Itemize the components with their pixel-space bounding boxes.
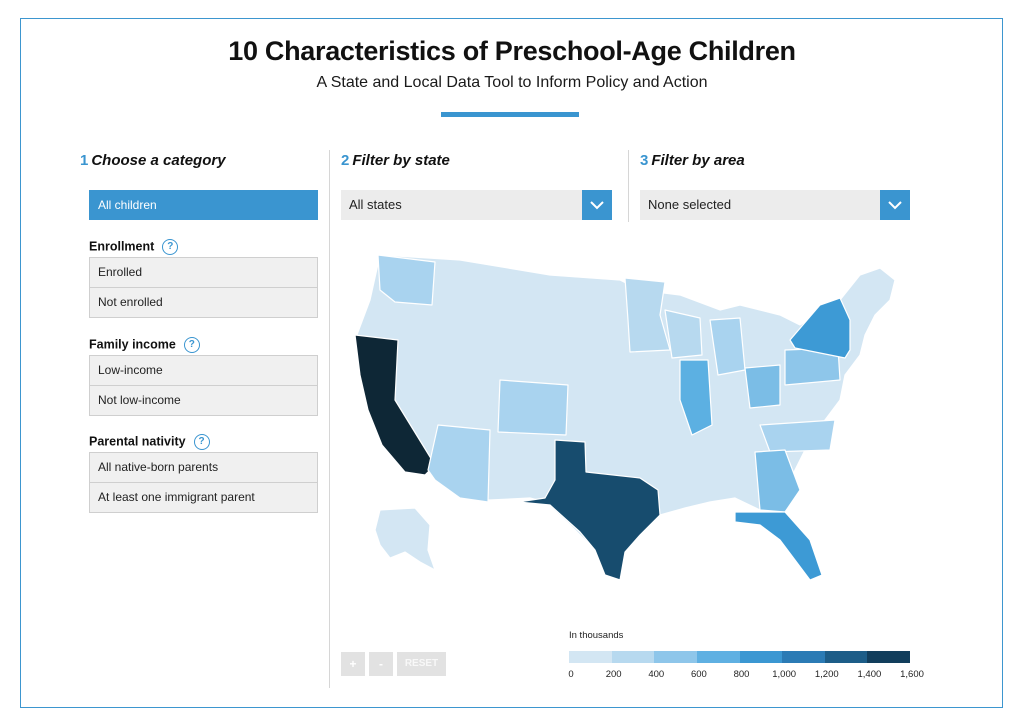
legend-tick-label: 1,600 (900, 669, 924, 680)
category-option-immigrant-parent[interactable]: At least one immigrant parent (90, 482, 317, 512)
step-number: 2 (341, 152, 350, 169)
legend-title: In thousands (569, 630, 624, 641)
step-label: Choose a category (91, 152, 226, 169)
step-filter-area: 3 Filter by area (640, 152, 745, 169)
state-select[interactable]: All states (341, 190, 612, 220)
ohio (744, 364, 781, 409)
legend-tick-label: 200 (605, 669, 622, 680)
texas (517, 439, 661, 581)
legend-tick-label: 1,200 (814, 669, 839, 680)
step-label: Filter by state (352, 152, 450, 169)
category-all-children[interactable]: All children (89, 190, 318, 220)
step-number: 1 (80, 152, 89, 169)
state-select-value: All states (349, 197, 402, 212)
area-select[interactable]: None selected (640, 190, 910, 220)
page-title: 10 Characteristics of Preschool-Age Chil… (228, 36, 796, 66)
legend-tick-label: 400 (648, 669, 665, 680)
column-divider (628, 150, 629, 222)
legend-tick-label: 1,400 (857, 669, 882, 680)
column-divider (329, 150, 330, 688)
parental-nativity-options: All native-born parents At least one imm… (89, 452, 318, 513)
family-income-heading: Family income? (89, 337, 200, 353)
legend-swatch (696, 651, 740, 663)
help-icon[interactable]: ? (193, 434, 210, 450)
group-label: Enrollment (89, 239, 155, 254)
step-number: 3 (640, 152, 649, 169)
minnesota (624, 277, 671, 353)
legend-swatch (824, 651, 868, 663)
reset-button[interactable]: RESET (397, 652, 446, 676)
legend-swatch (569, 651, 612, 663)
category-option-native-born[interactable]: All native-born parents (98, 460, 219, 474)
help-icon[interactable]: ? (162, 239, 179, 255)
washington (377, 254, 436, 306)
category-option-low-income[interactable]: Low-income (98, 363, 163, 377)
california (354, 334, 436, 476)
alaska (374, 507, 436, 571)
arizona (427, 424, 491, 503)
area-select-value: None selected (648, 197, 732, 212)
legend-tick-label: 600 (690, 669, 707, 680)
legend-tick-label: 1,000 (772, 669, 797, 680)
zoom-out-button[interactable]: - (369, 652, 393, 676)
category-option-not-low-income[interactable]: Not low-income (90, 385, 317, 415)
legend-color-scale (569, 651, 910, 663)
florida (734, 511, 823, 581)
georgia (754, 449, 801, 513)
chevron-down-icon[interactable] (582, 190, 612, 220)
illinois (679, 359, 713, 436)
family-income-options: Low-income Not low-income (89, 355, 318, 416)
enrollment-heading: Enrollment? (89, 239, 179, 255)
group-label: Family income (89, 337, 176, 352)
wisconsin (664, 309, 703, 359)
help-icon[interactable]: ? (183, 337, 200, 353)
step-label: Filter by area (651, 152, 745, 169)
legend-swatch (867, 651, 910, 663)
legend-tick-label: 800 (733, 669, 750, 680)
legend-tick-label: 0 (568, 669, 574, 680)
legend-swatch (739, 651, 783, 663)
step-choose-category: 1 Choose a category (80, 152, 226, 169)
legend-swatch (782, 651, 825, 663)
category-option-not-enrolled[interactable]: Not enrolled (90, 287, 317, 317)
new-york (789, 297, 851, 359)
page-frame (20, 18, 1003, 708)
category-option-enrolled[interactable]: Enrolled (98, 265, 143, 279)
legend-swatch (611, 651, 655, 663)
group-label: Parental nativity (89, 434, 186, 449)
enrollment-options: Enrolled Not enrolled (89, 257, 318, 318)
step-filter-state: 2 Filter by state (341, 152, 450, 169)
parental-nativity-heading: Parental nativity? (89, 434, 210, 450)
zoom-in-button[interactable]: + (341, 652, 365, 676)
colorado (497, 379, 569, 436)
us-choropleth-map (354, 254, 896, 581)
page-subtitle: A State and Local Data Tool to Inform Po… (316, 74, 708, 91)
legend-swatch (654, 651, 697, 663)
north-carolina (759, 419, 836, 453)
chevron-down-icon[interactable] (880, 190, 910, 220)
title-underline (441, 112, 579, 117)
